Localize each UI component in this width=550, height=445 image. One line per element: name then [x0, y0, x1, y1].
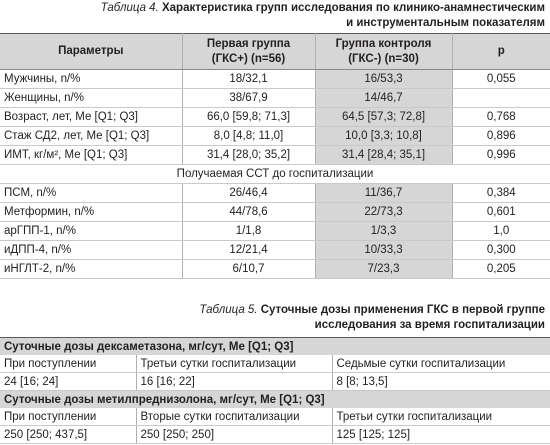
- header-p: p: [451, 33, 550, 70]
- row-p: 1,0: [451, 221, 550, 241]
- cell-value: 16 [16; 22]: [135, 372, 332, 391]
- row-group2: 11/36,7: [314, 183, 452, 203]
- table4-caption-title-2: и инструментальным показателям: [346, 17, 545, 29]
- header-group1-line2: (ГКС+) (n=56): [211, 52, 286, 65]
- table-row: 250 [250; 437,5] 250 [250; 250] 125 [125…: [0, 425, 550, 444]
- table-row: арГПП-1, n/% 1/1,8 1/3,3 1,0: [0, 221, 550, 241]
- cell-label: Третьи сутки госпитализации: [135, 355, 332, 373]
- row-param: Возраст, лет, Ме [Q1; Q3]: [0, 107, 182, 127]
- cell-label: Седьмые сутки госпитализации: [331, 355, 550, 373]
- table-row: При поступлении Третьи сутки госпитализа…: [0, 355, 550, 373]
- table5-caption-label: Таблица 5.: [199, 304, 258, 316]
- row-p: 0,205: [451, 259, 550, 279]
- row-group1: 18/32,1: [181, 69, 315, 89]
- header-group1-line1: Первая группа: [206, 37, 291, 50]
- row-param: арГПП-1, n/%: [0, 221, 182, 241]
- row-group1: 8,0 [4,8; 11,0]: [181, 126, 315, 146]
- table4-caption: Таблица 4. Характеристика групп исследов…: [0, 1, 550, 31]
- header-group2-line2: (ГКС-) (n=30): [348, 52, 419, 65]
- row-p: [451, 88, 550, 108]
- row-param: Метформин, n/%: [0, 202, 182, 222]
- cell-value: 8 [8; 13,5]: [331, 372, 550, 391]
- table-row: Возраст, лет, Ме [Q1; Q3] 66,0 [59,8; 71…: [0, 107, 550, 127]
- table-row: Мужчины, n/% 18/32,1 16/53,3 0,055: [0, 69, 550, 89]
- cell-value: 125 [125; 125]: [331, 425, 550, 444]
- section-dexamethasone: Суточные дозы дексаметазона, мг/сут, Ме …: [0, 337, 550, 355]
- row-group1: 1/1,8: [181, 221, 315, 241]
- row-group2: 10/33,3: [314, 240, 452, 260]
- table5-caption-title-1: Суточные дозы применения ГКС в первой гр…: [260, 304, 545, 316]
- section-methylprednisolone: Суточные дозы метилпреднизолона, мг/сут,…: [0, 390, 550, 408]
- header-param: Параметры: [0, 33, 182, 70]
- row-group1: 6/10,7: [181, 259, 315, 279]
- table4-caption-label: Таблица 4.: [100, 2, 159, 14]
- header-group1: Первая группа (ГКС+) (n=56): [181, 33, 315, 70]
- row-group1: 66,0 [59,8; 71,3]: [181, 107, 315, 127]
- section-row: Суточные дозы метилпреднизолона, мг/сут,…: [0, 390, 550, 408]
- table5: Суточные дозы дексаметазона, мг/сут, Ме …: [0, 337, 550, 444]
- cell-label: Вторые сутки госпитализации: [135, 408, 332, 426]
- row-p: 0,300: [451, 240, 550, 260]
- row-param: Женщины, n/%: [0, 88, 182, 108]
- cell-value: 24 [16; 24]: [0, 372, 136, 391]
- row-p: 0,601: [451, 202, 550, 222]
- table-row: Женщины, n/% 38/67,9 14/46,7: [0, 88, 550, 108]
- table4: Параметры Первая группа (ГКС+) (n=56) Гр…: [0, 33, 550, 279]
- table-row: 24 [16; 24] 16 [16; 22] 8 [8; 13,5]: [0, 372, 550, 391]
- row-p: 0,996: [451, 145, 550, 165]
- row-param: Мужчины, n/%: [0, 69, 182, 89]
- group-row: Получаемая ССТ до госпитализации: [0, 164, 550, 184]
- row-param: иДПП-4, n/%: [0, 240, 182, 260]
- table-row: ИМТ, кг/м², Ме [Q1; Q3] 31,4 [28,0; 35,2…: [0, 145, 550, 165]
- row-group2: 10,0 [3,3; 10,8]: [314, 126, 452, 146]
- row-group2: 22/73,3: [314, 202, 452, 222]
- row-p: 0,384: [451, 183, 550, 203]
- header-group2-line1: Группа контроля: [335, 37, 432, 50]
- table-row: При поступлении Вторые сутки госпитализа…: [0, 408, 550, 426]
- cell-value: 250 [250; 250]: [135, 425, 332, 444]
- row-param: ПСМ, n/%: [0, 183, 182, 203]
- row-param: ИМТ, кг/м², Ме [Q1; Q3]: [0, 145, 182, 165]
- row-param: Стаж СД2, лет, Ме [Q1; Q3]: [0, 126, 182, 146]
- table4-caption-title-1: Характеристика групп исследования по кли…: [161, 2, 545, 14]
- row-p: 0,768: [451, 107, 550, 127]
- row-group2: 16/53,3: [314, 69, 452, 89]
- row-group1: 44/78,6: [181, 202, 315, 222]
- cell-label: При поступлении: [0, 408, 136, 426]
- row-group2: 7/23,3: [314, 259, 452, 279]
- row-group2: 1/3,3: [314, 221, 452, 241]
- row-group1: 31,4 [28,0; 35,2]: [181, 145, 315, 165]
- table-row: иДПП-4, n/% 12/21,4 10/33,3 0,300: [0, 240, 550, 260]
- table-row: иНГЛТ-2, n/% 6/10,7 7/23,3 0,205: [0, 259, 550, 279]
- row-p: 0,896: [451, 126, 550, 146]
- table-row: Метформин, n/% 44/78,6 22/73,3 0,601: [0, 202, 550, 222]
- table5-caption-title-2: исследования за время госпитализации: [314, 319, 545, 331]
- row-group1: 26/46,4: [181, 183, 315, 203]
- table5-caption: Таблица 5. Суточные дозы применения ГКС …: [0, 303, 550, 333]
- row-group2: 14/46,7: [314, 88, 452, 108]
- table4-header-row: Параметры Первая группа (ГКС+) (n=56) Гр…: [0, 33, 550, 70]
- cell-label: При поступлении: [0, 355, 136, 373]
- cell-label: Третьи сутки госпитализации: [331, 408, 550, 426]
- table-row: ПСМ, n/% 26/46,4 11/36,7 0,384: [0, 183, 550, 203]
- header-group2: Группа контроля (ГКС-) (n=30): [314, 33, 452, 70]
- group-label: Получаемая ССТ до госпитализации: [0, 164, 550, 184]
- row-group1: 12/21,4: [181, 240, 315, 260]
- row-param: иНГЛТ-2, n/%: [0, 259, 182, 279]
- row-p: 0,055: [451, 69, 550, 89]
- cell-value: 250 [250; 437,5]: [0, 425, 136, 444]
- row-group2: 64,5 [57,3; 72,8]: [314, 107, 452, 127]
- row-group1: 38/67,9: [181, 88, 315, 108]
- section-row: Суточные дозы дексаметазона, мг/сут, Ме …: [0, 337, 550, 355]
- table-row: Стаж СД2, лет, Ме [Q1; Q3] 8,0 [4,8; 11,…: [0, 126, 550, 146]
- row-group2: 31,4 [28,4; 35,1]: [314, 145, 452, 165]
